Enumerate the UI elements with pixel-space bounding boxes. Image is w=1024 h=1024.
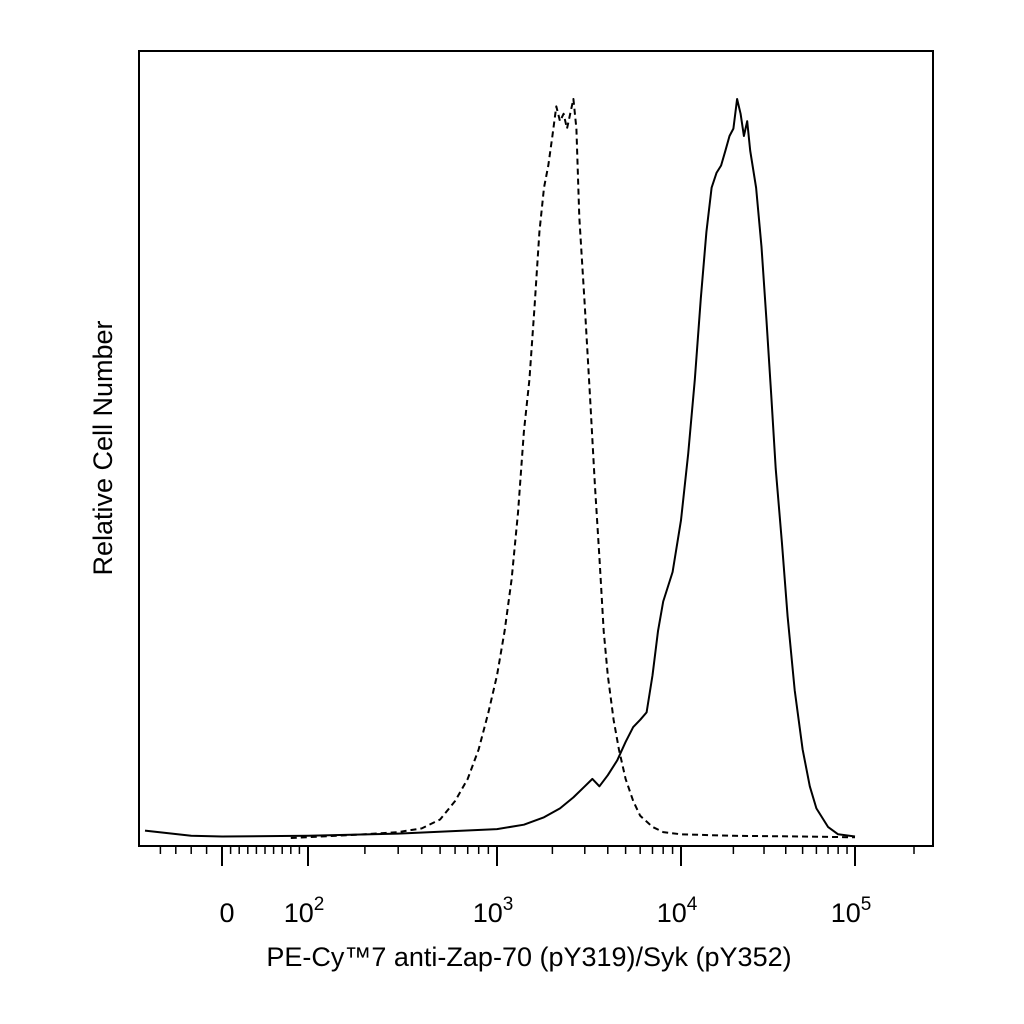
x-tick-label: 105	[831, 894, 872, 928]
histogram-dashed-curve	[290, 98, 856, 839]
histogram-solid-curve	[144, 98, 856, 838]
x-axis-minor-ticks	[159, 846, 915, 854]
plot-frame	[138, 50, 934, 847]
x-tick-label: 104	[657, 894, 698, 928]
x-tick-label: 0	[219, 898, 234, 928]
x-axis-tick-labels: 0 102 103 104 105	[219, 894, 871, 928]
x-tick-label: 102	[284, 894, 325, 928]
histogram-curves	[144, 98, 856, 839]
y-axis-label: Relative Cell Number	[88, 320, 118, 575]
x-axis-major-ticks	[221, 846, 856, 866]
x-axis-label: PE-Cy™7 anti-Zap-70 (pY319)/Syk (pY352)	[266, 942, 791, 972]
x-tick-label: 103	[473, 894, 514, 928]
